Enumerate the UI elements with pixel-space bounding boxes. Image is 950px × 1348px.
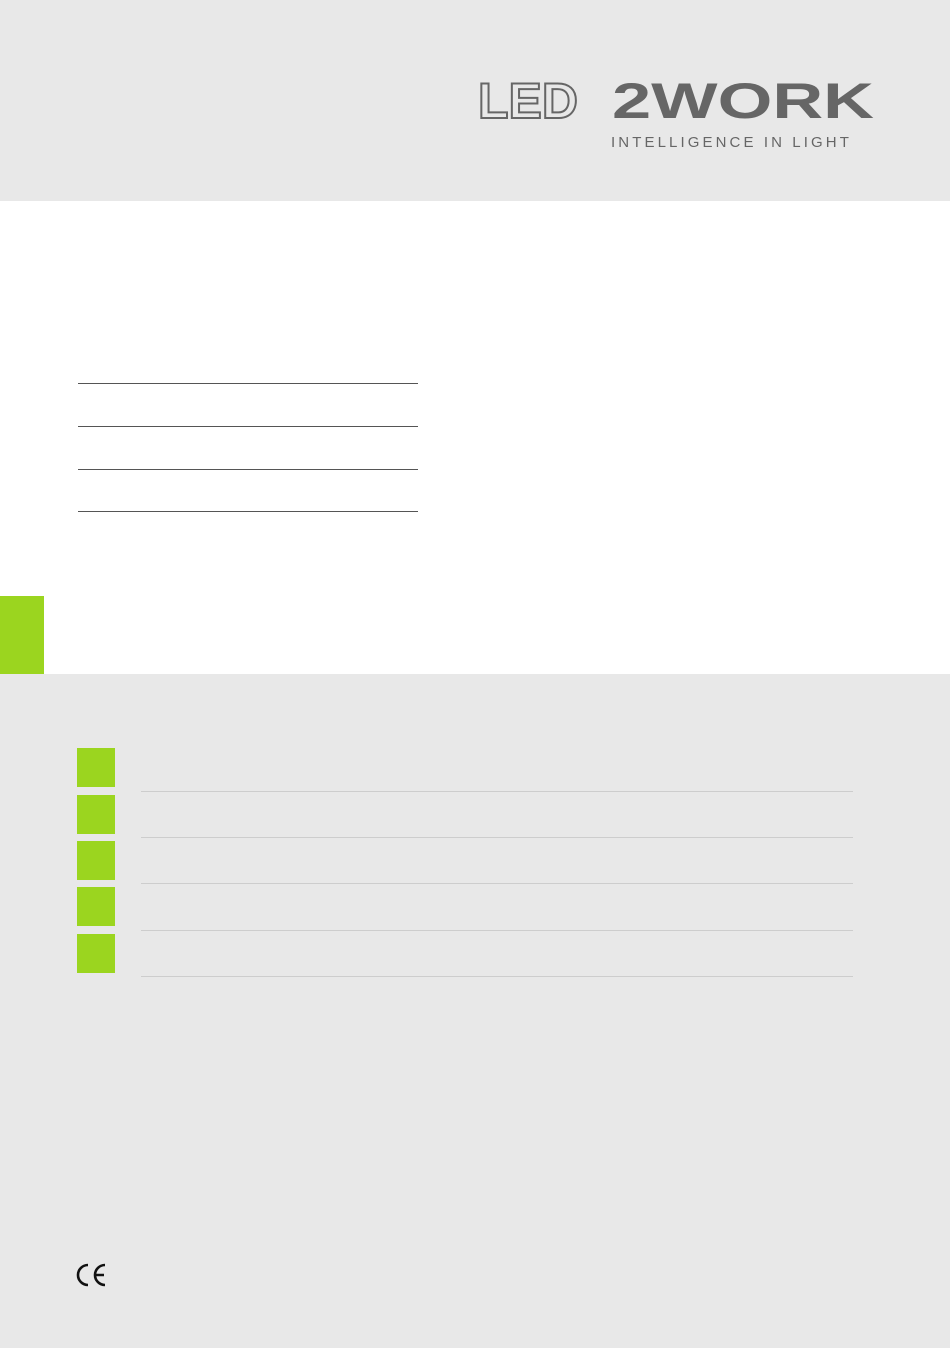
feature-line-3: [141, 883, 853, 884]
title-line-2: [78, 426, 418, 427]
title-line-3: [78, 469, 418, 470]
feature-square-1: [77, 748, 115, 787]
feature-line-4: [141, 930, 853, 931]
title-line-1: [78, 383, 418, 384]
header: LED 2WORK INTELLIGENCE IN LIGHT: [0, 0, 950, 201]
logo-2work-text: 2WORK: [612, 73, 874, 129]
feature-line-5: [141, 976, 853, 977]
feature-square-4: [77, 887, 115, 926]
title-area: [0, 201, 950, 674]
led2work-logo: LED 2WORK: [477, 72, 874, 130]
green-side-tab: [0, 596, 44, 674]
feature-square-5: [77, 934, 115, 973]
feature-square-3: [77, 841, 115, 880]
feature-square-2: [77, 795, 115, 834]
logo-led-text: LED: [478, 73, 578, 129]
feature-line-2: [141, 837, 853, 838]
title-line-4: [78, 511, 418, 512]
feature-line-1: [141, 791, 853, 792]
logo-tagline: INTELLIGENCE IN LIGHT: [611, 134, 852, 151]
ce-mark-icon: [76, 1263, 106, 1287]
